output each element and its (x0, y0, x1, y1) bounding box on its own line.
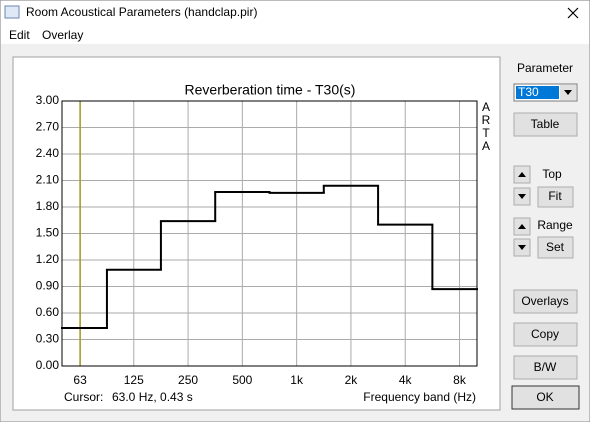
y-tick-label: 2.40 (36, 146, 60, 160)
parameter-value: T30 (518, 85, 539, 99)
overlays-button[interactable] (513, 289, 578, 314)
x-tick-label: 125 (124, 373, 144, 387)
y-tick-label: 0.60 (36, 305, 60, 319)
y-tick-label: 3.00 (36, 93, 60, 107)
range-label: Range (537, 218, 573, 232)
x-tick-label: 250 (178, 373, 198, 387)
x-tick-label: 500 (232, 373, 252, 387)
y-tick-label: 1.20 (36, 252, 60, 266)
x-tick-label: 1k (290, 373, 304, 387)
logo-letter: A (482, 100, 490, 114)
y-tick-label: 1.50 (36, 226, 60, 240)
plot-border (61, 100, 478, 367)
bw-button[interactable] (513, 355, 578, 380)
fit-button[interactable] (537, 186, 574, 208)
title-area (1, 1, 589, 44)
cursor-label: Cursor: (64, 390, 103, 404)
arrow-icon (518, 194, 526, 199)
x-tick-label: 2k (345, 373, 359, 387)
y-tick-label: 0.00 (36, 358, 60, 372)
parameter-label: Parameter (517, 61, 573, 75)
arrow-icon (518, 224, 526, 229)
top-label: Top (542, 167, 562, 181)
logo-letter: R (482, 113, 491, 127)
button-label: Fit (548, 189, 562, 203)
button-label: Table (531, 117, 560, 131)
logo-letter: T (482, 126, 490, 140)
x-axis-label: Frequency band (Hz) (363, 390, 476, 404)
parameter-select[interactable] (513, 83, 578, 102)
y-tick-label: 0.90 (36, 279, 60, 293)
y-tick-label: 0.30 (36, 332, 60, 346)
arrow-icon (518, 172, 526, 177)
button-label: Set (546, 240, 565, 254)
set-button[interactable] (537, 236, 574, 259)
button-label: OK (536, 390, 553, 404)
app-icon (4, 5, 20, 19)
table-button[interactable] (513, 112, 578, 137)
x-tick-label: 8k (453, 373, 467, 387)
x-tick-label: 63 (73, 373, 87, 387)
menu-item[interactable]: Edit (9, 28, 30, 42)
button-label: Overlays (521, 294, 568, 308)
x-tick-label: 4k (399, 373, 413, 387)
cursor-readout: 63.0 Hz, 0.43 s (112, 390, 193, 404)
y-tick-label: 1.80 (36, 199, 60, 213)
window-title: Room Acoustical Parameters (handclap.pir… (26, 5, 257, 19)
copy-button[interactable] (513, 322, 578, 347)
close-button[interactable] (567, 7, 579, 19)
logo-letter: A (482, 139, 490, 153)
y-tick-label: 2.70 (36, 120, 60, 134)
arrow-icon (518, 245, 526, 250)
ok-button[interactable] (511, 385, 580, 410)
chart-title: Reverberation time - T30(s) (185, 82, 356, 98)
button-label: Copy (531, 327, 559, 341)
y-tick-label: 2.10 (36, 173, 60, 187)
menu-item[interactable]: Overlay (42, 28, 83, 42)
button-label: B/W (534, 360, 557, 374)
